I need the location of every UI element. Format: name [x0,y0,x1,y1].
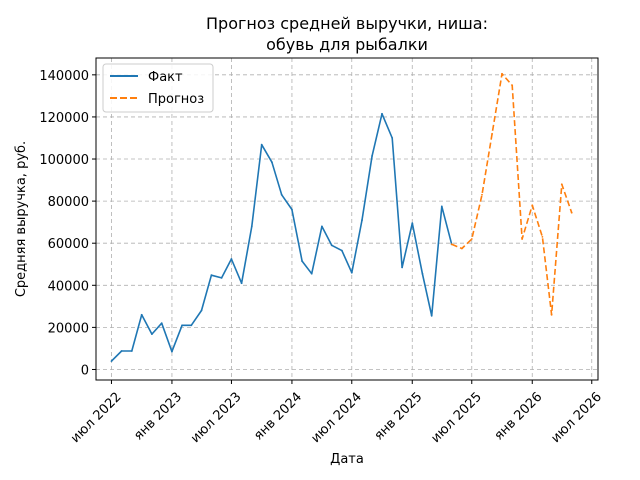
data-point-fact [280,193,283,196]
data-point-fact [421,272,424,275]
y-tick-label: 80000 [48,195,89,210]
data-point-forecast [481,193,483,196]
data-point-fact [291,208,293,211]
data-point-forecast [531,204,534,207]
data-point-fact [271,161,273,164]
y-axis-label: Средняя выручка, руб. [14,141,29,297]
data-point-fact [240,282,243,285]
data-point-fact [230,258,233,260]
data-point-fact [171,350,173,353]
data-point-fact [190,324,193,327]
data-point-fact [401,266,403,269]
data-point-fact [110,360,113,362]
data-point-fact [310,272,313,275]
plot-frame [95,57,599,381]
y-tick-label: 60000 [48,237,89,252]
y-tick-label: 100000 [39,153,89,168]
data-point-fact [321,225,323,228]
data-point-fact [391,137,394,139]
data-point-fact [361,219,363,222]
data-point-forecast [461,247,463,250]
y-tick-label: 120000 [39,111,89,126]
legend: Факт Прогноз [102,63,214,113]
data-point-forecast [521,238,523,240]
data-point-fact [301,260,303,262]
y-tick-label: 0 [81,363,89,378]
grid [96,58,598,380]
data-point-forecast [470,238,473,240]
data-point-fact [210,274,213,277]
y-tick-label: 40000 [48,279,89,294]
data-point-fact [250,225,253,228]
legend-label-fact: Факт [148,70,183,85]
data-point-fact [381,112,383,115]
data-point-fact [151,333,153,335]
data-point-fact [200,309,203,312]
data-point-fact [120,350,123,352]
data-point-fact [160,322,163,325]
data-point-forecast [550,313,553,316]
chart-title-line-2: обувь для рыбалки [266,35,428,54]
data-point-fact [140,313,143,316]
data-point-forecast [541,236,544,238]
data-point-fact [220,277,223,279]
data-point-forecast [501,72,503,75]
data-point-fact [260,143,263,146]
y-tick-label: 140000 [39,69,89,84]
data-point-fact [130,350,133,352]
data-point-fact [440,205,443,208]
data-point-fact [371,155,373,157]
data-point-forecast [511,84,514,87]
data-point-fact [181,324,184,327]
legend-label-forecast: Прогноз [148,92,204,107]
data-point-fact [330,244,333,247]
x-axis-label: Дата [330,452,364,467]
y-tick-label: 20000 [48,321,89,336]
data-point-fact [411,222,414,225]
data-point-forecast [450,243,453,246]
data-point-fact [341,249,343,252]
data-point-fact [430,314,433,317]
chart-title-line-1: Прогноз средней выручки, ниша: [206,14,488,33]
data-point-forecast [560,183,563,186]
data-point-forecast [491,132,493,135]
data-point-fact [350,271,353,274]
series-lines [110,72,573,362]
data-point-forecast [570,211,573,214]
y-axis-ticks: 0 20000 40000 60000 80000 100000 120000 140000 [39,69,96,378]
